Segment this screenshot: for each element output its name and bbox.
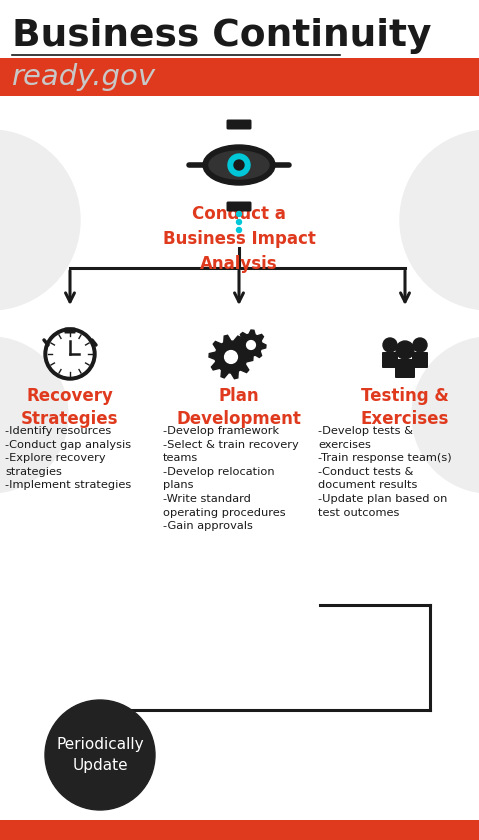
Text: -Develop framework
-Select & train recovery
teams
-Develop relocation
plans
-Wri: -Develop framework -Select & train recov… [163, 426, 299, 531]
FancyBboxPatch shape [382, 352, 398, 368]
FancyBboxPatch shape [227, 119, 251, 129]
Polygon shape [236, 330, 266, 360]
Text: -Develop tests &
exercises
-Train response team(s)
-Conduct tests &
document res: -Develop tests & exercises -Train respon… [318, 426, 452, 517]
FancyBboxPatch shape [395, 359, 415, 378]
Circle shape [383, 338, 397, 352]
Text: Periodically
Update: Periodically Update [56, 737, 144, 773]
Circle shape [0, 337, 68, 493]
FancyBboxPatch shape [65, 328, 76, 333]
Circle shape [48, 332, 92, 376]
Circle shape [0, 130, 80, 310]
FancyBboxPatch shape [0, 820, 479, 840]
Circle shape [234, 160, 244, 170]
Circle shape [44, 328, 96, 380]
Circle shape [237, 212, 241, 217]
Circle shape [400, 130, 479, 310]
Ellipse shape [203, 145, 275, 185]
Circle shape [247, 340, 255, 349]
Text: Business Continuity: Business Continuity [12, 18, 432, 54]
Text: Plan
Development: Plan Development [177, 387, 301, 428]
FancyBboxPatch shape [0, 58, 479, 96]
Text: ready.gov: ready.gov [12, 63, 156, 91]
Circle shape [237, 219, 241, 224]
Text: -Identify resources
-Conduct gap analysis
-Explore recovery
strategies
-Implemen: -Identify resources -Conduct gap analysi… [5, 426, 131, 491]
Circle shape [396, 341, 414, 359]
Text: Recovery
Strategies: Recovery Strategies [21, 387, 119, 428]
Polygon shape [209, 335, 253, 379]
Circle shape [413, 338, 427, 352]
Circle shape [45, 700, 155, 810]
FancyBboxPatch shape [227, 202, 251, 212]
Circle shape [412, 337, 479, 493]
FancyBboxPatch shape [412, 352, 428, 368]
Text: Conduct a
Business Impact
Analysis: Conduct a Business Impact Analysis [162, 205, 316, 273]
Ellipse shape [209, 151, 269, 179]
Circle shape [228, 154, 250, 176]
Circle shape [237, 228, 241, 233]
Circle shape [225, 350, 238, 364]
Text: Testing &
Exercises: Testing & Exercises [361, 387, 449, 428]
